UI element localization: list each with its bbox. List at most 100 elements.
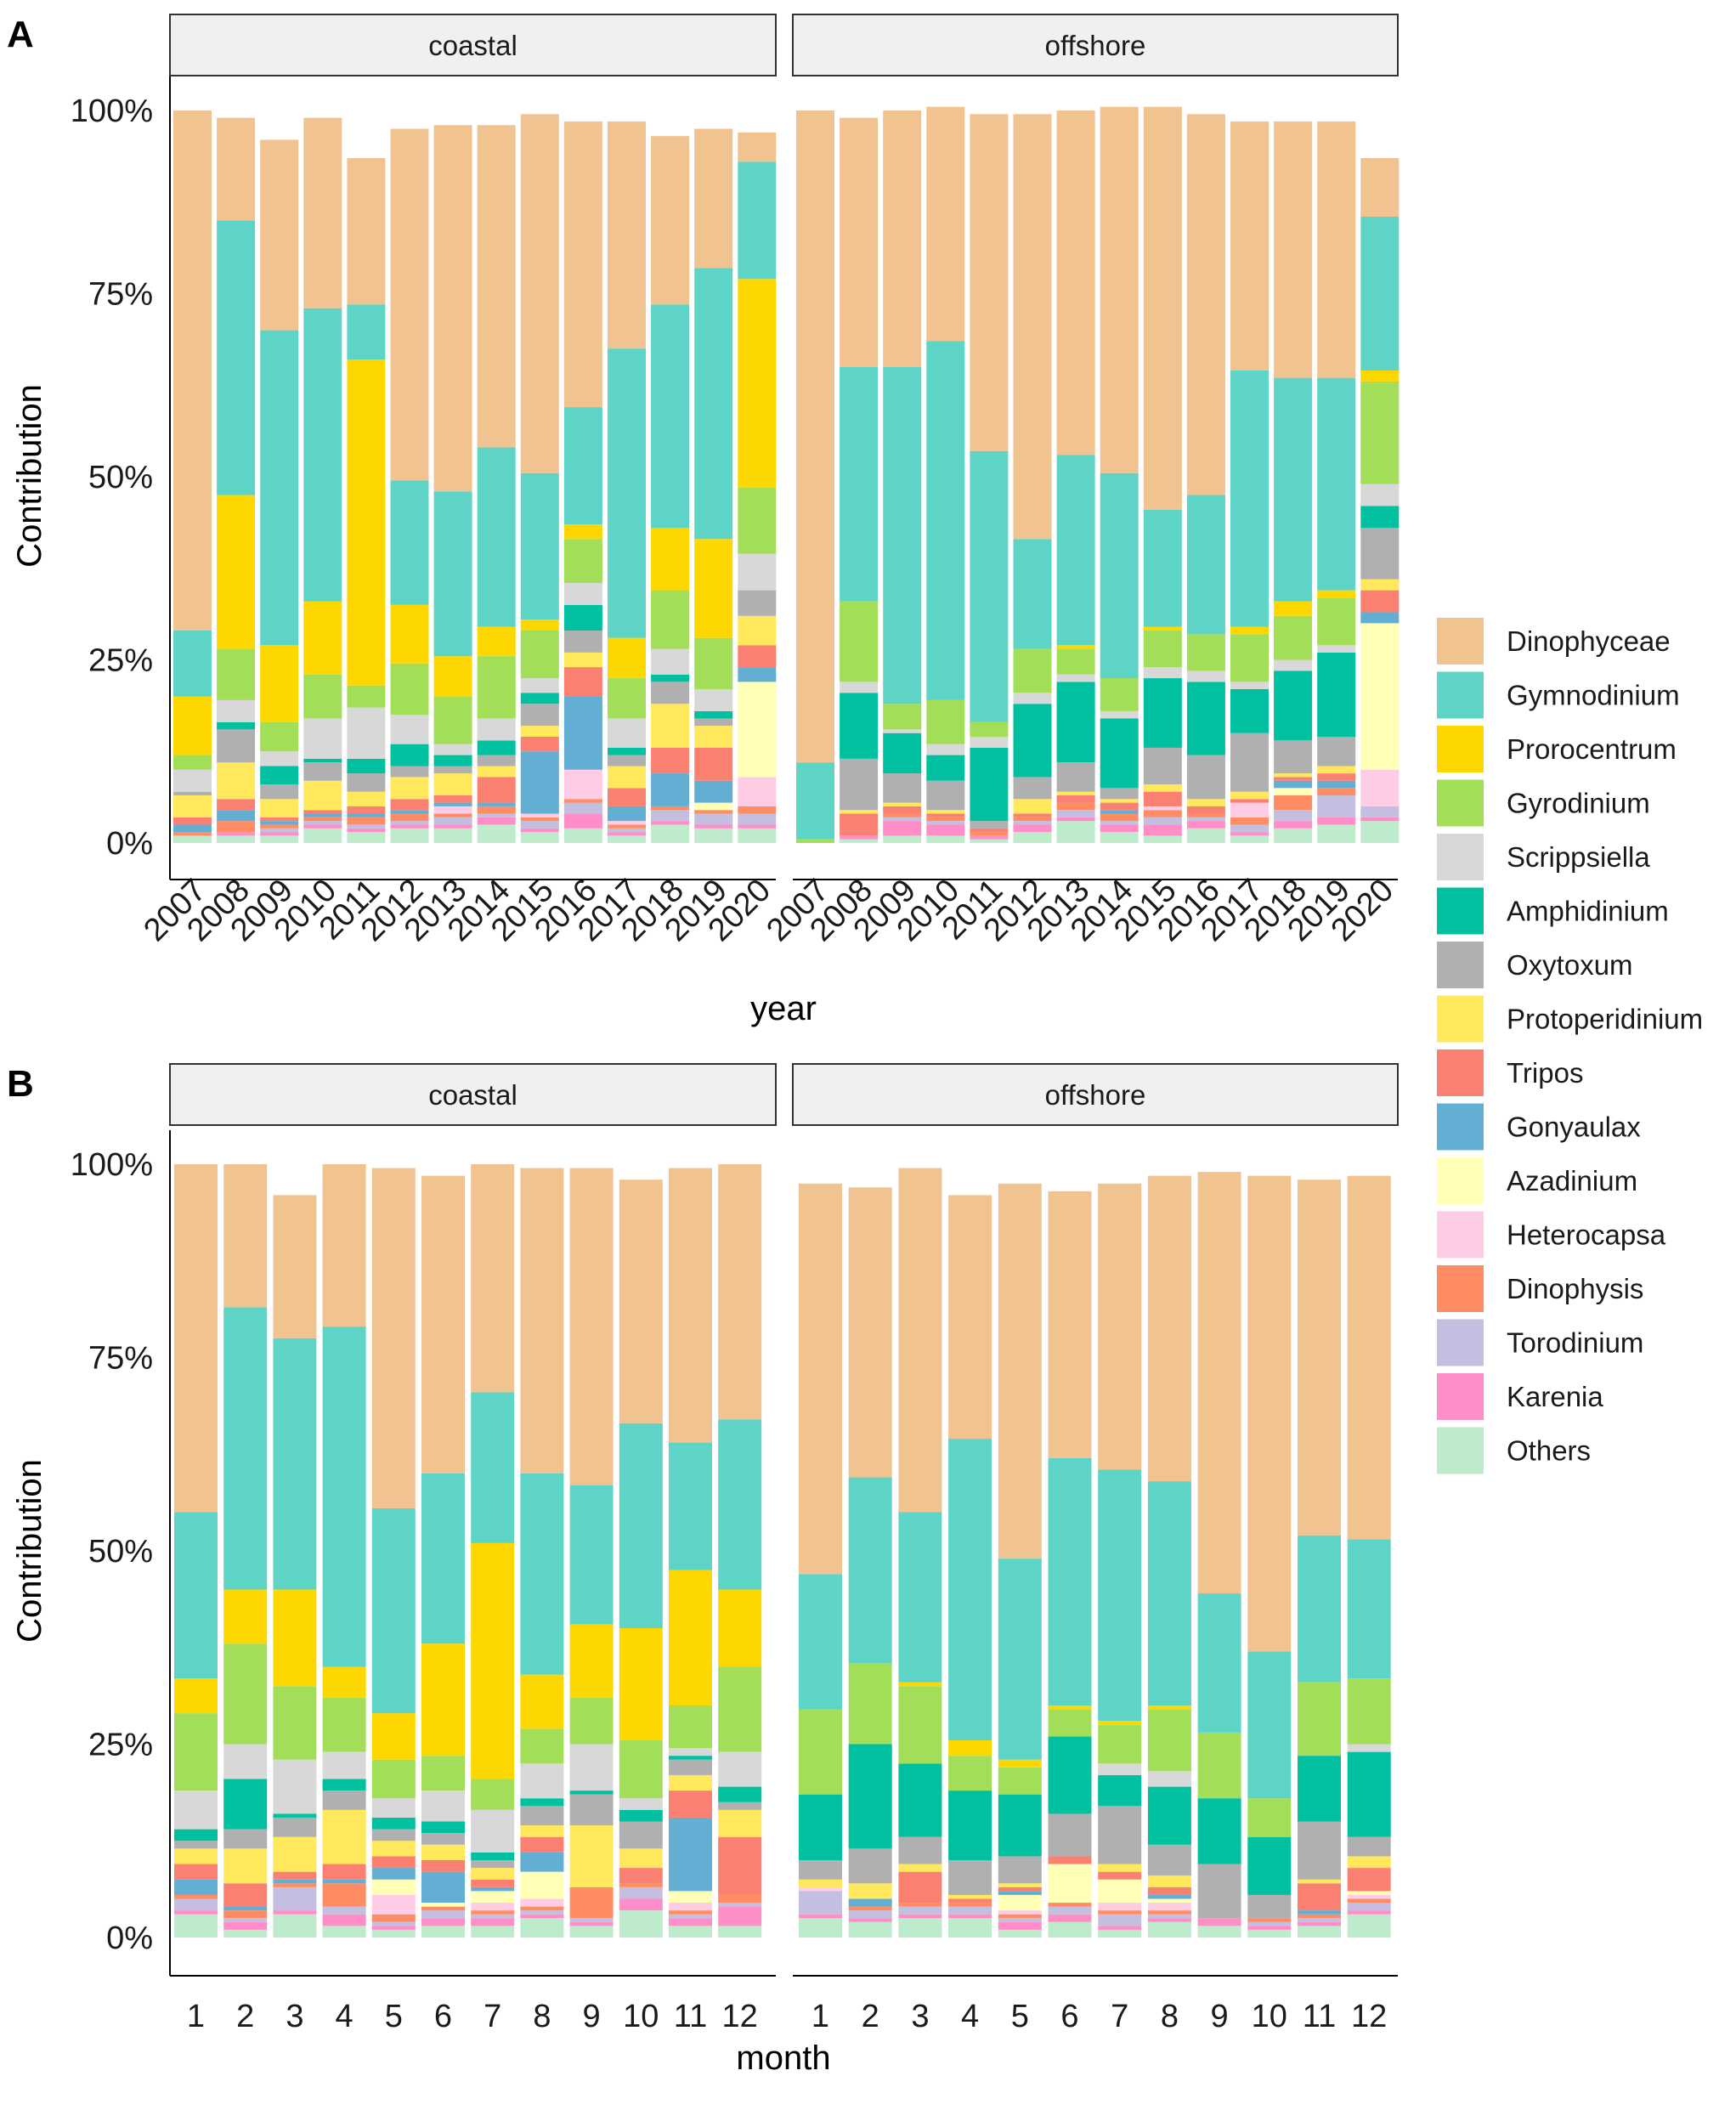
- bar-segment-oxytoxum: [608, 755, 646, 767]
- bar-stack-9: [1197, 1172, 1241, 1937]
- bar-segment-amphidinium: [477, 740, 516, 755]
- bar-segment-karenia: [1298, 1921, 1341, 1926]
- bar-segment-amphidinium: [840, 693, 879, 759]
- bar-segment-gymnodinium: [619, 1423, 663, 1628]
- legend-swatch: [1437, 1103, 1484, 1151]
- bar-segment-others: [303, 828, 342, 843]
- bar-stack-3: [898, 1168, 942, 1937]
- legend-swatch: [1437, 671, 1484, 719]
- bar-segment-torodinium: [669, 1914, 712, 1919]
- bar-segment-prorocentrum: [1274, 601, 1313, 616]
- bar-segment-oxytoxum: [1197, 1864, 1241, 1919]
- legend-swatch: [1437, 942, 1484, 988]
- bar-segment-others: [848, 1921, 892, 1937]
- bar-stack-2009: [883, 110, 922, 843]
- bar-segment-karenia: [738, 824, 777, 829]
- bar-segment-gyrodinium: [421, 1756, 465, 1791]
- bar-segment-amphidinium: [223, 1779, 268, 1830]
- bar-stack-2012: [1013, 114, 1052, 843]
- bar-stack-1: [799, 1183, 842, 1937]
- bar-segment-oxytoxum: [848, 1848, 892, 1884]
- bar-segment-karenia: [471, 1918, 515, 1926]
- legend-swatch: [1437, 995, 1484, 1043]
- bar-segment-tripos: [651, 747, 690, 774]
- bar-segment-amphidinium: [1360, 506, 1400, 529]
- bar-segment-protoperidinium: [1100, 799, 1139, 803]
- bar-segment-tripos: [1230, 799, 1269, 803]
- bar-segment-gymnodinium: [173, 631, 212, 697]
- bar-segment-dinophysis: [718, 1894, 762, 1904]
- bar-segment-dinophysis: [1186, 813, 1225, 817]
- bar-segment-tripos: [1274, 777, 1313, 781]
- bar-segment-others: [347, 832, 386, 843]
- bar-segment-karenia: [347, 828, 386, 833]
- bar-segment-dinophyceae: [1100, 106, 1139, 473]
- x-tick-label: 4: [961, 1999, 979, 2034]
- bar-segment-scrippsiella: [619, 1798, 663, 1810]
- bar-segment-torodinium: [347, 824, 386, 829]
- bar-segment-dinophysis: [520, 817, 559, 822]
- bar-segment-gyrodinium: [563, 539, 602, 583]
- bar-segment-protoperidinium: [619, 1848, 663, 1869]
- bar-segment-dinophysis: [471, 1910, 515, 1915]
- bar-segment-heterocapsa: [1360, 769, 1400, 806]
- bar-segment-gymnodinium: [174, 1512, 218, 1679]
- bar-segment-scrippsiella: [651, 648, 690, 675]
- y-tick-label: 0%: [106, 1920, 153, 1956]
- bar-segment-gonyaulax: [433, 802, 472, 806]
- bar-stack-5: [998, 1183, 1042, 1937]
- bar-stack-2016: [1186, 114, 1225, 843]
- bar-stack-2020: [738, 132, 777, 843]
- bar-segment-tripos: [669, 1790, 712, 1818]
- bar-segment-dinophyceae: [173, 110, 212, 631]
- bar-segment-gymnodinium: [421, 1474, 465, 1644]
- bar-segment-prorocentrum: [174, 1678, 218, 1714]
- bar-segment-scrippsiella: [883, 729, 922, 733]
- bar-segment-tripos: [1056, 795, 1095, 803]
- y-axis-title: Contribution: [11, 1459, 48, 1643]
- bar-segment-karenia: [1143, 824, 1182, 836]
- bar-segment-others: [948, 1918, 992, 1937]
- bar-segment-dinophyceae: [477, 125, 516, 448]
- bar-segment-others: [1143, 835, 1182, 843]
- bar-segment-gymnodinium: [738, 161, 777, 280]
- bar-segment-gyrodinium: [1056, 648, 1095, 675]
- bar-segment-torodinium: [1098, 1914, 1142, 1926]
- y-tick-label: 100%: [71, 93, 153, 129]
- bar-segment-azadinium: [1360, 623, 1400, 770]
- bar-segment-gymnodinium: [694, 268, 733, 540]
- bar-segment-torodinium: [1298, 1918, 1341, 1922]
- bar-segment-prorocentrum: [260, 645, 299, 722]
- bar-segment-gymnodinium: [948, 1439, 992, 1740]
- bar-segment-protoperidinium: [669, 1774, 712, 1791]
- bar-segment-tripos: [1147, 1887, 1191, 1895]
- legend-swatch: [1437, 1211, 1484, 1259]
- bar-segment-tripos: [926, 813, 965, 817]
- bar-stack-2009: [260, 139, 299, 843]
- bar-segment-gyrodinium: [1360, 381, 1400, 484]
- bar-segment-azadinium: [669, 1891, 712, 1904]
- bar-segment-others: [471, 1926, 515, 1937]
- bar-segment-gyrodinium: [1298, 1682, 1341, 1756]
- legend-item-heterocapsa: Heterocapsa: [1437, 1211, 1666, 1259]
- bar-segment-oxytoxum: [669, 1759, 712, 1775]
- bar-segment-dinophysis: [1048, 1903, 1092, 1907]
- bar-segment-amphidinium: [1098, 1774, 1142, 1807]
- bar-segment-torodinium: [948, 1906, 992, 1915]
- legend-label: Others: [1507, 1435, 1591, 1467]
- bar-segment-others: [926, 835, 965, 843]
- bar-segment-tripos: [520, 737, 559, 752]
- bar-segment-torodinium: [371, 1921, 416, 1926]
- bar-segment-heterocapsa: [371, 1894, 416, 1915]
- legend-swatch: [1437, 618, 1484, 665]
- bar-segment-dinophyceae: [694, 128, 733, 269]
- bar-segment-prorocentrum: [520, 619, 559, 631]
- bar-segment-torodinium: [520, 821, 559, 829]
- bar-segment-protoperidinium: [347, 791, 386, 806]
- bar-stack-2007: [796, 110, 834, 843]
- bar-segment-dinophyceae: [520, 114, 559, 473]
- bar-segment-protoperidinium: [998, 1883, 1042, 1887]
- bar-segment-gyrodinium: [883, 704, 922, 730]
- bar-segment-others: [260, 835, 299, 843]
